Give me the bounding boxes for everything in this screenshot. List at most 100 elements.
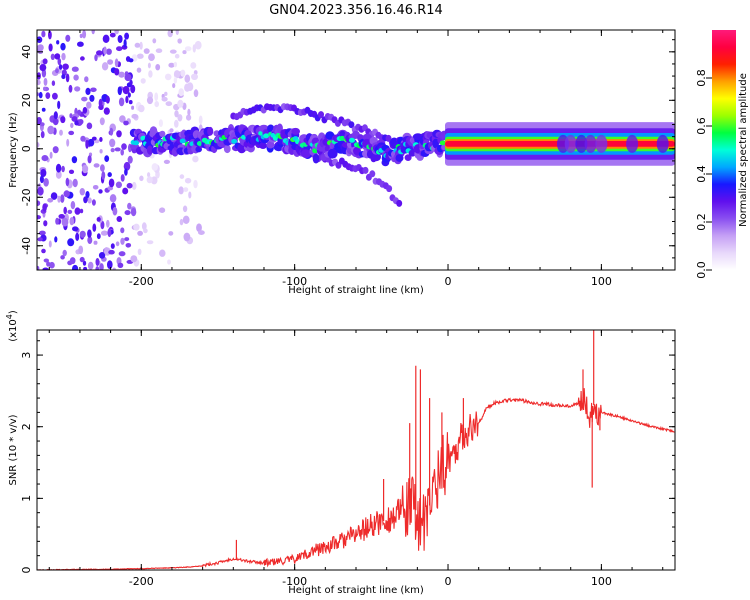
noise-blob [127,155,133,164]
noise-blob [117,35,123,43]
noise-blob [123,39,127,48]
noise-blob [154,101,159,108]
noise-blob [78,119,84,125]
y-tick-label: 0 [20,567,33,574]
noise-blob [164,91,168,96]
noise-blob [146,96,154,105]
noise-blob [43,77,48,86]
noise-blob [120,237,125,245]
noise-blob [55,163,62,173]
noise-blob [68,84,73,93]
band-blob [408,149,417,157]
noise-blob [182,205,188,213]
noise-blob [112,206,118,216]
noise-blob [58,214,65,219]
noise-blob [116,216,123,222]
noise-blob [42,58,48,65]
noise-blob [155,63,161,71]
noise-blob [107,260,113,269]
noise-blob [174,110,179,118]
noise-blob [37,237,43,242]
noise-blob [163,159,170,164]
band-bulge [575,134,588,153]
noise-blob [175,30,179,35]
noise-blob [104,155,110,163]
snr-ylabel: SNR (10 * v/v) [8,414,19,485]
noise-blob [37,79,41,86]
noise-blob [87,229,92,238]
noise-blob [68,169,75,174]
noise-blob [103,46,107,55]
noise-blob [192,44,196,53]
y-tick-label: 1 [20,495,33,502]
colorbar-ticks: 0.0 0.2 0.4 0.6 0.8 [695,69,712,279]
noise-blob [143,48,150,54]
noise-blob [139,175,144,182]
noise-blob [60,194,65,203]
noise-blob [40,169,47,177]
noise-blob [112,267,116,270]
noise-blob [151,163,158,171]
noise-blob [120,227,125,234]
noise-blob [47,198,54,203]
noise-blob [123,120,129,126]
noise-blob [71,66,79,72]
noise-blob [37,44,44,51]
noise-blob [136,67,142,73]
noise-blob [102,34,110,43]
noise-blob [141,222,147,231]
noise-blob [55,170,62,179]
upper-arc-blob [348,121,355,129]
noise-blob [80,135,86,142]
noise-blob [173,61,178,68]
noise-blob [96,50,103,56]
noise-blob [39,64,47,72]
noise-blob [196,223,202,232]
noise-blob [122,187,129,195]
noise-blob [42,203,47,212]
noise-blob [48,30,52,40]
band-blob [327,148,338,159]
noise-blob [70,201,76,210]
noise-blob [82,30,87,39]
spectrogram-ylabel: Frequency (Hz) [8,112,19,188]
band-blob [312,153,320,164]
noise-blob [66,138,70,147]
noise-blob [77,109,82,116]
noise-blob [62,249,67,257]
noise-blob [182,215,190,224]
noise-blob [92,223,97,232]
noise-blob [184,46,192,52]
band-core-blob [263,133,270,139]
noise-blob [192,155,199,163]
noise-blob [57,100,61,110]
noise-blob [87,236,93,245]
noise-blob [60,116,66,124]
noise-blob [159,249,166,257]
noise-blob [180,69,186,77]
colorbar-tick-label: 0.0 [695,261,708,279]
noise-blob [69,257,76,265]
noise-blob [52,118,59,126]
noise-blob [65,177,70,187]
y-tick-label: 0 [20,145,33,152]
noise-blob [134,42,141,48]
band-blob [146,145,153,155]
colorbar-gradient [712,30,736,270]
noise-blob [87,197,92,204]
colorbar: 0.0 0.2 0.4 0.6 0.8 Normalized spectral ampl… [695,30,749,279]
noise-blob [85,191,90,199]
noise-blob [154,92,159,101]
noise-blob [115,241,120,247]
noise-blob [37,200,41,206]
noise-blob [47,125,55,135]
noise-blob [114,147,121,152]
noise-blob [69,217,75,226]
noise-blob [39,175,44,184]
noise-blob [98,98,103,108]
noise-blob [61,165,65,173]
noise-blob [93,240,98,245]
noise-blob [116,130,122,138]
noise-blob [117,262,124,268]
noise-blob [179,174,185,179]
